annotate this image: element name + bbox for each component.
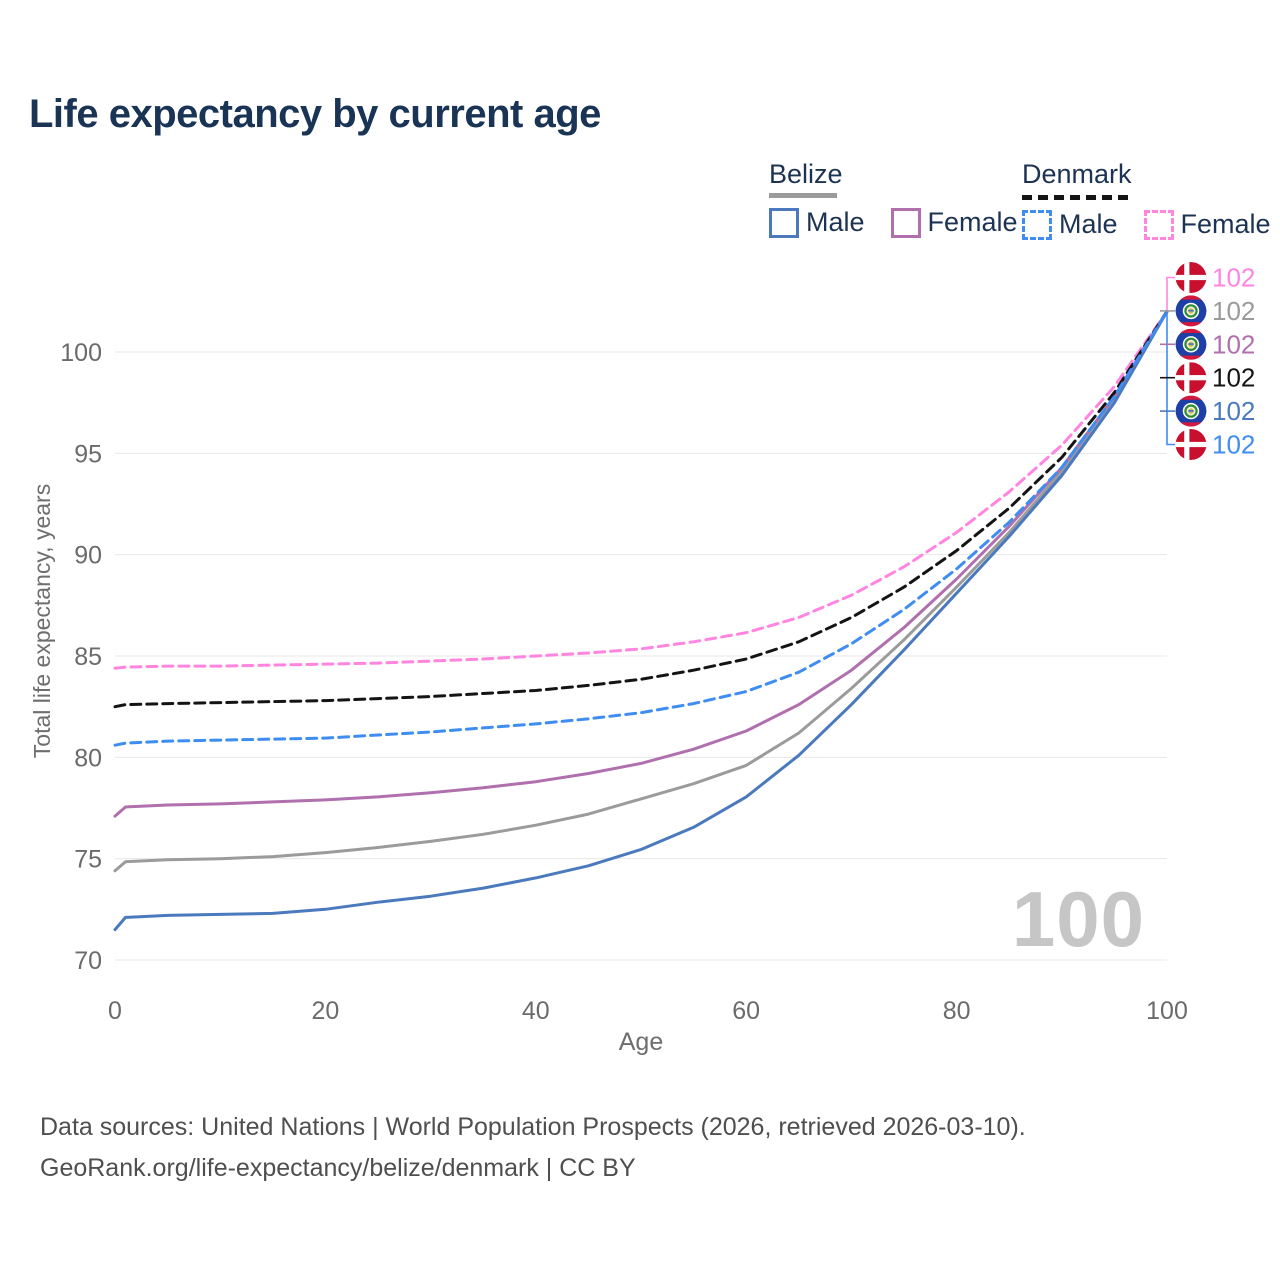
y-tick-75: 75 xyxy=(74,846,102,874)
belize-male-label: Male xyxy=(806,207,865,238)
y-tick-95: 95 xyxy=(74,440,102,468)
y-axis-title: Total life expectancy, years xyxy=(29,483,55,759)
age-watermark: 100 xyxy=(1011,875,1145,963)
belize-flag-icon xyxy=(1175,395,1207,427)
end-value-label-denmark-male: 102 xyxy=(1212,430,1255,460)
page-title: Life expectancy by current age xyxy=(29,92,601,136)
denmark-flag-icon xyxy=(1175,262,1207,293)
end-value-label-belize-female: 102 xyxy=(1212,329,1255,359)
belize-male-swatch xyxy=(769,207,799,238)
legend-item-denmark-male[interactable]: Male xyxy=(1022,209,1118,240)
end-value-label-denmark-female: 102 xyxy=(1212,263,1255,293)
source-line-2: GeoRank.org/life-expectancy/belize/denma… xyxy=(40,1154,636,1182)
legend-header-denmark-label: Denmark xyxy=(1022,159,1132,189)
end-value-label-belize-male: 102 xyxy=(1212,396,1255,426)
legend-header-denmark[interactable]: Denmark xyxy=(1022,159,1271,201)
x-tick-100: 100 xyxy=(1146,997,1188,1025)
x-tick-20: 20 xyxy=(311,997,339,1025)
x-tick-0: 0 xyxy=(108,997,122,1025)
legend-item-belize-male[interactable]: Male xyxy=(769,207,865,238)
legend-header-belize-label: Belize xyxy=(769,159,843,189)
y-tick-70: 70 xyxy=(74,947,102,975)
series-line-denmark-female[interactable] xyxy=(113,310,1169,670)
legend-item-belize-female[interactable]: Female xyxy=(890,207,1018,238)
denmark-line-swatch xyxy=(1022,195,1128,201)
y-tick-90: 90 xyxy=(74,542,102,570)
legend-item-denmark-female[interactable]: Female xyxy=(1143,209,1271,240)
y-tick-85: 85 xyxy=(74,643,102,671)
end-value-label-belize-all: 102 xyxy=(1212,296,1255,326)
belize-flag-icon xyxy=(1175,295,1207,327)
end-value-label-denmark-all: 102 xyxy=(1212,363,1255,393)
source-note: Data sources: United Nations | World Pop… xyxy=(40,1107,1026,1189)
denmark-female-swatch xyxy=(1143,209,1174,240)
denmark-male-swatch xyxy=(1022,209,1052,240)
x-tick-60: 60 xyxy=(732,997,760,1025)
belize-female-swatch xyxy=(890,207,921,238)
x-axis-title: Age xyxy=(618,1028,664,1056)
denmark-female-label: Female xyxy=(1180,209,1271,240)
belize-flag-icon xyxy=(1175,328,1207,360)
denmark-flag-icon xyxy=(1175,429,1207,460)
series-line-belize-all[interactable] xyxy=(113,310,1169,873)
legend-group-belize: Belize Male Female xyxy=(769,160,1018,238)
y-tick-100: 100 xyxy=(60,339,102,367)
label-connector-top xyxy=(1166,276,1175,312)
x-tick-40: 40 xyxy=(522,997,550,1025)
belize-line-swatch xyxy=(769,193,837,199)
denmark-flag-icon xyxy=(1175,362,1207,394)
series-line-denmark-male[interactable] xyxy=(113,310,1169,747)
legend-header-belize[interactable]: Belize xyxy=(769,159,1018,199)
denmark-male-label: Male xyxy=(1059,209,1118,240)
series-line-belize-female[interactable] xyxy=(113,310,1169,818)
legend-group-denmark: Denmark Male Female xyxy=(1022,160,1271,240)
source-line-1: Data sources: United Nations | World Pop… xyxy=(40,1113,1026,1141)
label-connector-bottom xyxy=(1166,311,1175,446)
series-line-belize-male[interactable] xyxy=(113,310,1169,932)
series-line-denmark-all[interactable] xyxy=(113,310,1169,709)
belize-female-label: Female xyxy=(927,207,1018,238)
y-tick-80: 80 xyxy=(74,744,102,772)
x-tick-80: 80 xyxy=(943,997,971,1025)
